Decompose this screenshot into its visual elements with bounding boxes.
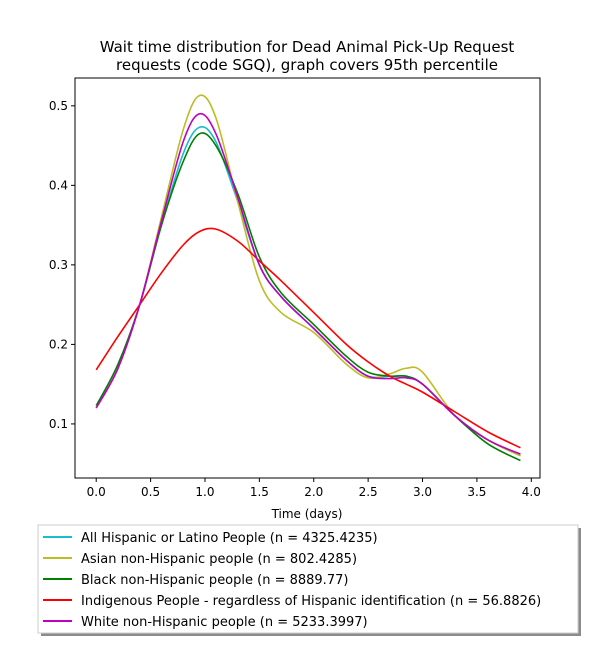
x-tick-label: 2.5 [359,485,378,499]
y-axis: 0.1 0.2 0.3 0.4 0.5 [49,99,75,431]
x-axis: 0.0 0.5 1.0 1.5 2.0 2.5 3.0 3.5 4.0 [87,478,541,499]
legend-label-0: All Hispanic or Latino People (n = 4325.… [81,531,378,546]
y-tick-label: 0.4 [49,178,68,192]
x-tick-label: 0.0 [87,485,106,499]
series-line-1 [95,94,521,457]
x-tick-label: 3.5 [467,485,486,499]
x-tick-label: 3.0 [413,485,432,499]
x-axis-label: Time (days) [271,507,343,521]
chart-title-line-1: Wait time distribution for Dead Animal P… [100,38,515,56]
series-line-3 [95,227,521,449]
plot-area-frame [74,77,541,479]
y-tick-label: 0.5 [49,99,68,113]
series-lines [95,94,521,462]
y-tick-label: 0.2 [49,337,68,351]
y-tick-label: 0.3 [49,258,68,272]
chart-title-line-2: requests (code SGQ), graph covers 95th p… [116,56,498,74]
x-tick-label: 4.0 [522,485,541,499]
x-tick-label: 0.5 [141,485,160,499]
y-tick-label: 0.1 [49,417,68,431]
series-line-2 [95,132,521,462]
legend-label-2: Black non-Hispanic people (n = 8889.77) [81,573,348,588]
legend-box [37,524,579,634]
x-tick-label: 1.5 [250,485,269,499]
series-line-4 [95,112,521,455]
series-line-0 [95,126,521,457]
legend-label-3: Indigenous People - regardless of Hispan… [81,594,541,609]
x-tick-label: 2.0 [304,485,323,499]
legend: All Hispanic or Latino People (n = 4325.… [43,531,541,630]
legend-label-1: Asian non-Hispanic people (n = 802.4285) [81,552,357,567]
legend-label-4: White non-Hispanic people (n = 5233.3997… [81,615,368,630]
x-tick-label: 1.0 [195,485,214,499]
